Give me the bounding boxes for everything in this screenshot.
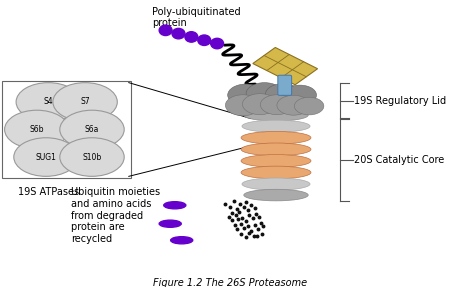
Text: S6a: S6a: [84, 125, 99, 134]
Ellipse shape: [163, 202, 185, 209]
Text: Ubiquitin moieties
and amino acids
from degraded
protein are
recycled: Ubiquitin moieties and amino acids from …: [71, 187, 160, 244]
Ellipse shape: [241, 155, 310, 167]
Ellipse shape: [197, 35, 210, 45]
Text: S4: S4: [44, 98, 53, 106]
Text: Figure 1.2 The 26S Proteasome: Figure 1.2 The 26S Proteasome: [152, 278, 307, 287]
Circle shape: [246, 83, 282, 105]
Circle shape: [260, 95, 293, 115]
Circle shape: [225, 95, 260, 116]
Ellipse shape: [243, 189, 308, 201]
Polygon shape: [252, 47, 317, 85]
FancyBboxPatch shape: [277, 75, 291, 95]
Circle shape: [276, 95, 309, 115]
Ellipse shape: [210, 38, 223, 49]
Ellipse shape: [159, 25, 172, 36]
Text: S10b: S10b: [82, 153, 101, 162]
Text: S6b: S6b: [29, 125, 44, 134]
Circle shape: [5, 110, 69, 149]
Text: Poly-ubiquitinated
protein: Poly-ubiquitinated protein: [151, 7, 240, 28]
Circle shape: [242, 94, 277, 115]
Circle shape: [53, 83, 117, 121]
FancyBboxPatch shape: [2, 81, 131, 178]
Ellipse shape: [159, 220, 181, 227]
Circle shape: [16, 83, 80, 121]
Circle shape: [14, 138, 78, 176]
Ellipse shape: [241, 120, 309, 132]
Ellipse shape: [241, 131, 310, 144]
Ellipse shape: [172, 28, 185, 39]
Text: 20S Catalytic Core: 20S Catalytic Core: [353, 155, 443, 165]
Ellipse shape: [170, 237, 192, 244]
Circle shape: [283, 85, 316, 105]
Text: 19S Regulatory Lid: 19S Regulatory Lid: [353, 96, 445, 106]
Ellipse shape: [241, 178, 309, 190]
Circle shape: [294, 97, 323, 115]
Circle shape: [265, 84, 300, 105]
Ellipse shape: [243, 109, 308, 121]
Ellipse shape: [241, 166, 310, 179]
Ellipse shape: [241, 143, 310, 156]
Circle shape: [60, 110, 124, 149]
Text: SUG1: SUG1: [35, 153, 56, 162]
Ellipse shape: [185, 32, 197, 42]
Text: S7: S7: [80, 98, 90, 106]
Text: 19S ATPases: 19S ATPases: [18, 187, 79, 197]
Circle shape: [60, 138, 124, 176]
Circle shape: [227, 84, 264, 106]
